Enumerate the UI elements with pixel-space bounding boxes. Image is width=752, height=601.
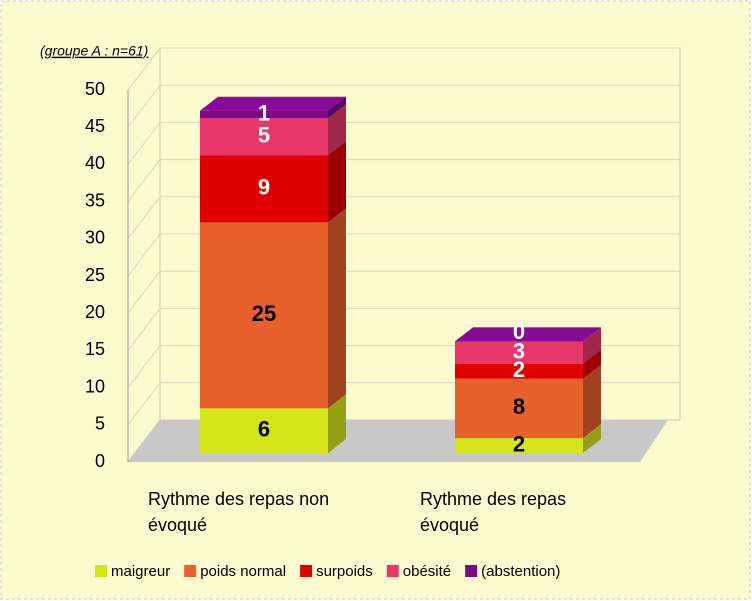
bar-front xyxy=(200,155,328,223)
legend-label: surpoids xyxy=(316,563,373,580)
bar-top xyxy=(200,96,346,111)
data-label: 5 xyxy=(258,123,270,148)
grid-line xyxy=(127,84,680,128)
legend-label: poids normal xyxy=(200,563,286,580)
bar-side xyxy=(583,424,601,453)
bar-side xyxy=(328,208,346,409)
grid-line xyxy=(127,47,680,91)
data-label: 3 xyxy=(513,338,525,363)
legend-label: obésité xyxy=(403,563,451,580)
legend-swatch xyxy=(386,565,399,577)
y-tick-label: 45 xyxy=(85,116,105,136)
y-tick-label: 5 xyxy=(95,414,105,434)
bar-side xyxy=(583,327,601,364)
legend-label: maigreur xyxy=(111,563,170,580)
data-label: 8 xyxy=(513,394,525,419)
data-label: 6 xyxy=(258,416,270,441)
bar-segment xyxy=(455,327,601,342)
legend-swatch xyxy=(465,565,478,577)
y-tick-label: 50 xyxy=(85,79,105,99)
data-label: 25 xyxy=(252,301,276,326)
bar-side xyxy=(583,349,601,379)
y-tick-label: 40 xyxy=(85,153,105,173)
bar-front xyxy=(455,363,583,379)
bar-front xyxy=(200,408,328,453)
data-label: 2 xyxy=(513,357,525,382)
y-tick-label: 0 xyxy=(95,451,105,471)
y-tick-label: 30 xyxy=(85,228,105,248)
y-tick-label: 35 xyxy=(85,190,105,210)
bar-side xyxy=(328,96,346,119)
legend-swatch xyxy=(300,565,313,577)
bar-front xyxy=(200,222,328,409)
bar-front xyxy=(200,118,328,156)
grid-line xyxy=(127,121,680,165)
bar-front xyxy=(455,341,583,364)
data-label: 2 xyxy=(513,431,525,456)
y-tick-label: 10 xyxy=(85,376,105,396)
y-tick-label: 25 xyxy=(85,265,105,285)
data-label: 9 xyxy=(258,175,270,200)
y-tick-label: 20 xyxy=(85,302,105,322)
x-tick-label: Rythme des repas non évoqué xyxy=(148,489,330,535)
bar-segment xyxy=(200,96,346,119)
x-tick-label: Rythme des repas évoqué xyxy=(420,489,567,535)
grid-line xyxy=(127,270,680,314)
data-label: 1 xyxy=(258,100,270,125)
bar-top xyxy=(455,327,601,342)
grid-line xyxy=(127,196,680,240)
bar-side xyxy=(583,364,601,439)
legend-swatch xyxy=(95,565,107,577)
bar-side xyxy=(328,394,346,453)
legend-label: (abstention) xyxy=(481,563,560,580)
legend-swatch xyxy=(184,565,197,577)
grid-line xyxy=(127,159,680,202)
bar-side xyxy=(328,104,346,156)
y-tick-label: 15 xyxy=(85,339,105,359)
annotation: (groupe A : n=61) xyxy=(40,43,148,59)
grid-line xyxy=(127,233,680,277)
grid-line xyxy=(127,307,680,351)
bar-front xyxy=(455,438,583,453)
bar-front xyxy=(455,378,583,439)
data-label: 0 xyxy=(513,319,525,344)
bar-front xyxy=(200,110,328,119)
bar-side xyxy=(328,141,346,223)
